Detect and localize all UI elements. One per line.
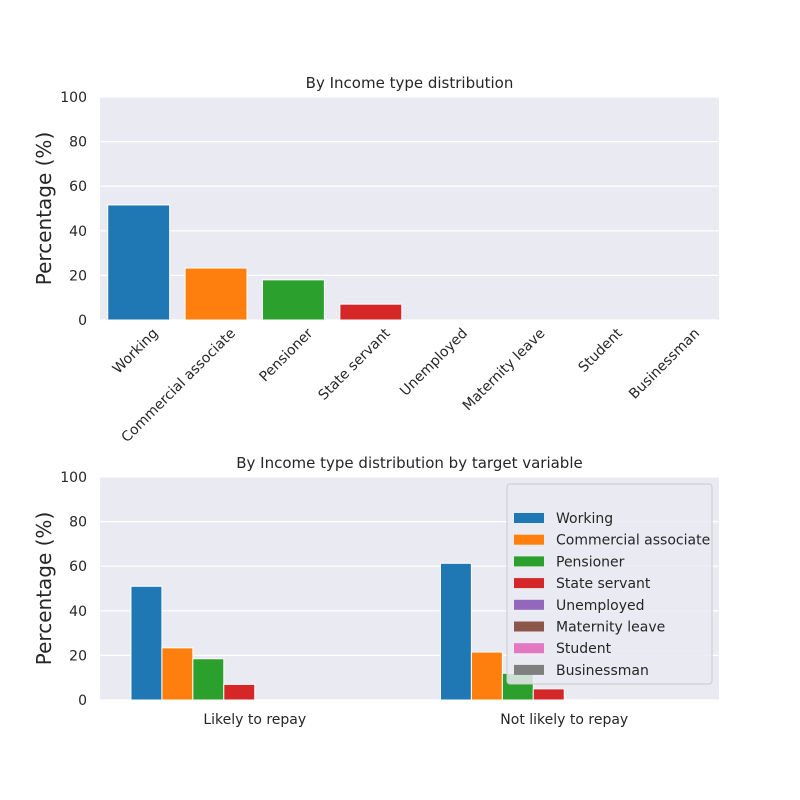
legend-label: Businessman — [556, 663, 649, 679]
bar-commercial-associate — [161, 647, 194, 701]
bar-commercial-associate — [470, 651, 503, 701]
bar-pensioner — [261, 279, 325, 321]
bar-state-servant — [223, 683, 256, 701]
y-tick-label: 20 — [69, 268, 87, 284]
y-tick-label: 80 — [69, 515, 87, 531]
legend-label: Maternity leave — [556, 620, 665, 636]
legend-label: State servant — [556, 576, 651, 592]
y-tick-label: 40 — [69, 224, 87, 240]
x-tick-label: Maternity leave — [460, 326, 549, 415]
income-type-by-target-chart: 0 20 40 60 80 100 Likely to repay Not likely t… — [32, 454, 719, 728]
x-tick-label: State servant — [316, 325, 394, 403]
y-tick-label: 100 — [60, 470, 87, 486]
bar-commercial-associate — [184, 267, 248, 321]
legend-swatch — [514, 534, 544, 545]
legend-label: Working — [556, 511, 613, 527]
x-tick-label: Pensioner — [257, 325, 317, 385]
legend-swatch — [514, 578, 544, 589]
x-tick-label: Unemployed — [397, 326, 471, 400]
legend-swatch — [514, 599, 544, 610]
legend-label: Commercial associate — [556, 533, 710, 549]
y-tick-label: 40 — [69, 604, 87, 620]
legend-swatch — [514, 513, 544, 523]
x-tick-label: Businessman — [626, 326, 703, 403]
y-tick-label: 100 — [60, 90, 87, 106]
x-tick-label: Likely to repay — [203, 712, 306, 728]
legend-label: Student — [556, 641, 612, 657]
y-tick-label: 20 — [69, 648, 87, 664]
legend-frame — [506, 483, 713, 685]
y-tick-label: 60 — [69, 559, 87, 575]
y-tick-label: 80 — [69, 135, 87, 151]
y-tick-label: 60 — [69, 179, 87, 195]
bar-pensioner — [192, 658, 225, 701]
bar-state-servant — [339, 303, 403, 321]
y-axis-label: Percentage (%) — [32, 512, 56, 665]
legend-swatch — [514, 621, 544, 632]
y-tick-label: 0 — [78, 313, 87, 329]
legend-swatch — [514, 643, 544, 654]
legend-swatch — [514, 556, 544, 567]
chart-title: By Income type distribution — [306, 74, 514, 92]
y-tick-label: 0 — [78, 693, 87, 709]
bar-working — [439, 562, 472, 701]
legend: Working Commercial associate Pensioner Stat… — [506, 483, 713, 685]
y-axis-label: Percentage (%) — [32, 132, 56, 285]
chart-title: By Income type distribution by target va… — [236, 454, 582, 472]
legend-swatch — [514, 664, 544, 675]
bar-working — [130, 585, 163, 701]
x-tick-label: Not likely to repay — [500, 712, 628, 728]
bar-state-servant — [532, 688, 565, 701]
x-tick-label: Student — [575, 325, 626, 376]
legend-label: Unemployed — [556, 598, 645, 614]
legend-label: Pensioner — [556, 554, 625, 570]
x-tick-label: Working — [110, 326, 162, 378]
bar-working — [107, 204, 171, 321]
